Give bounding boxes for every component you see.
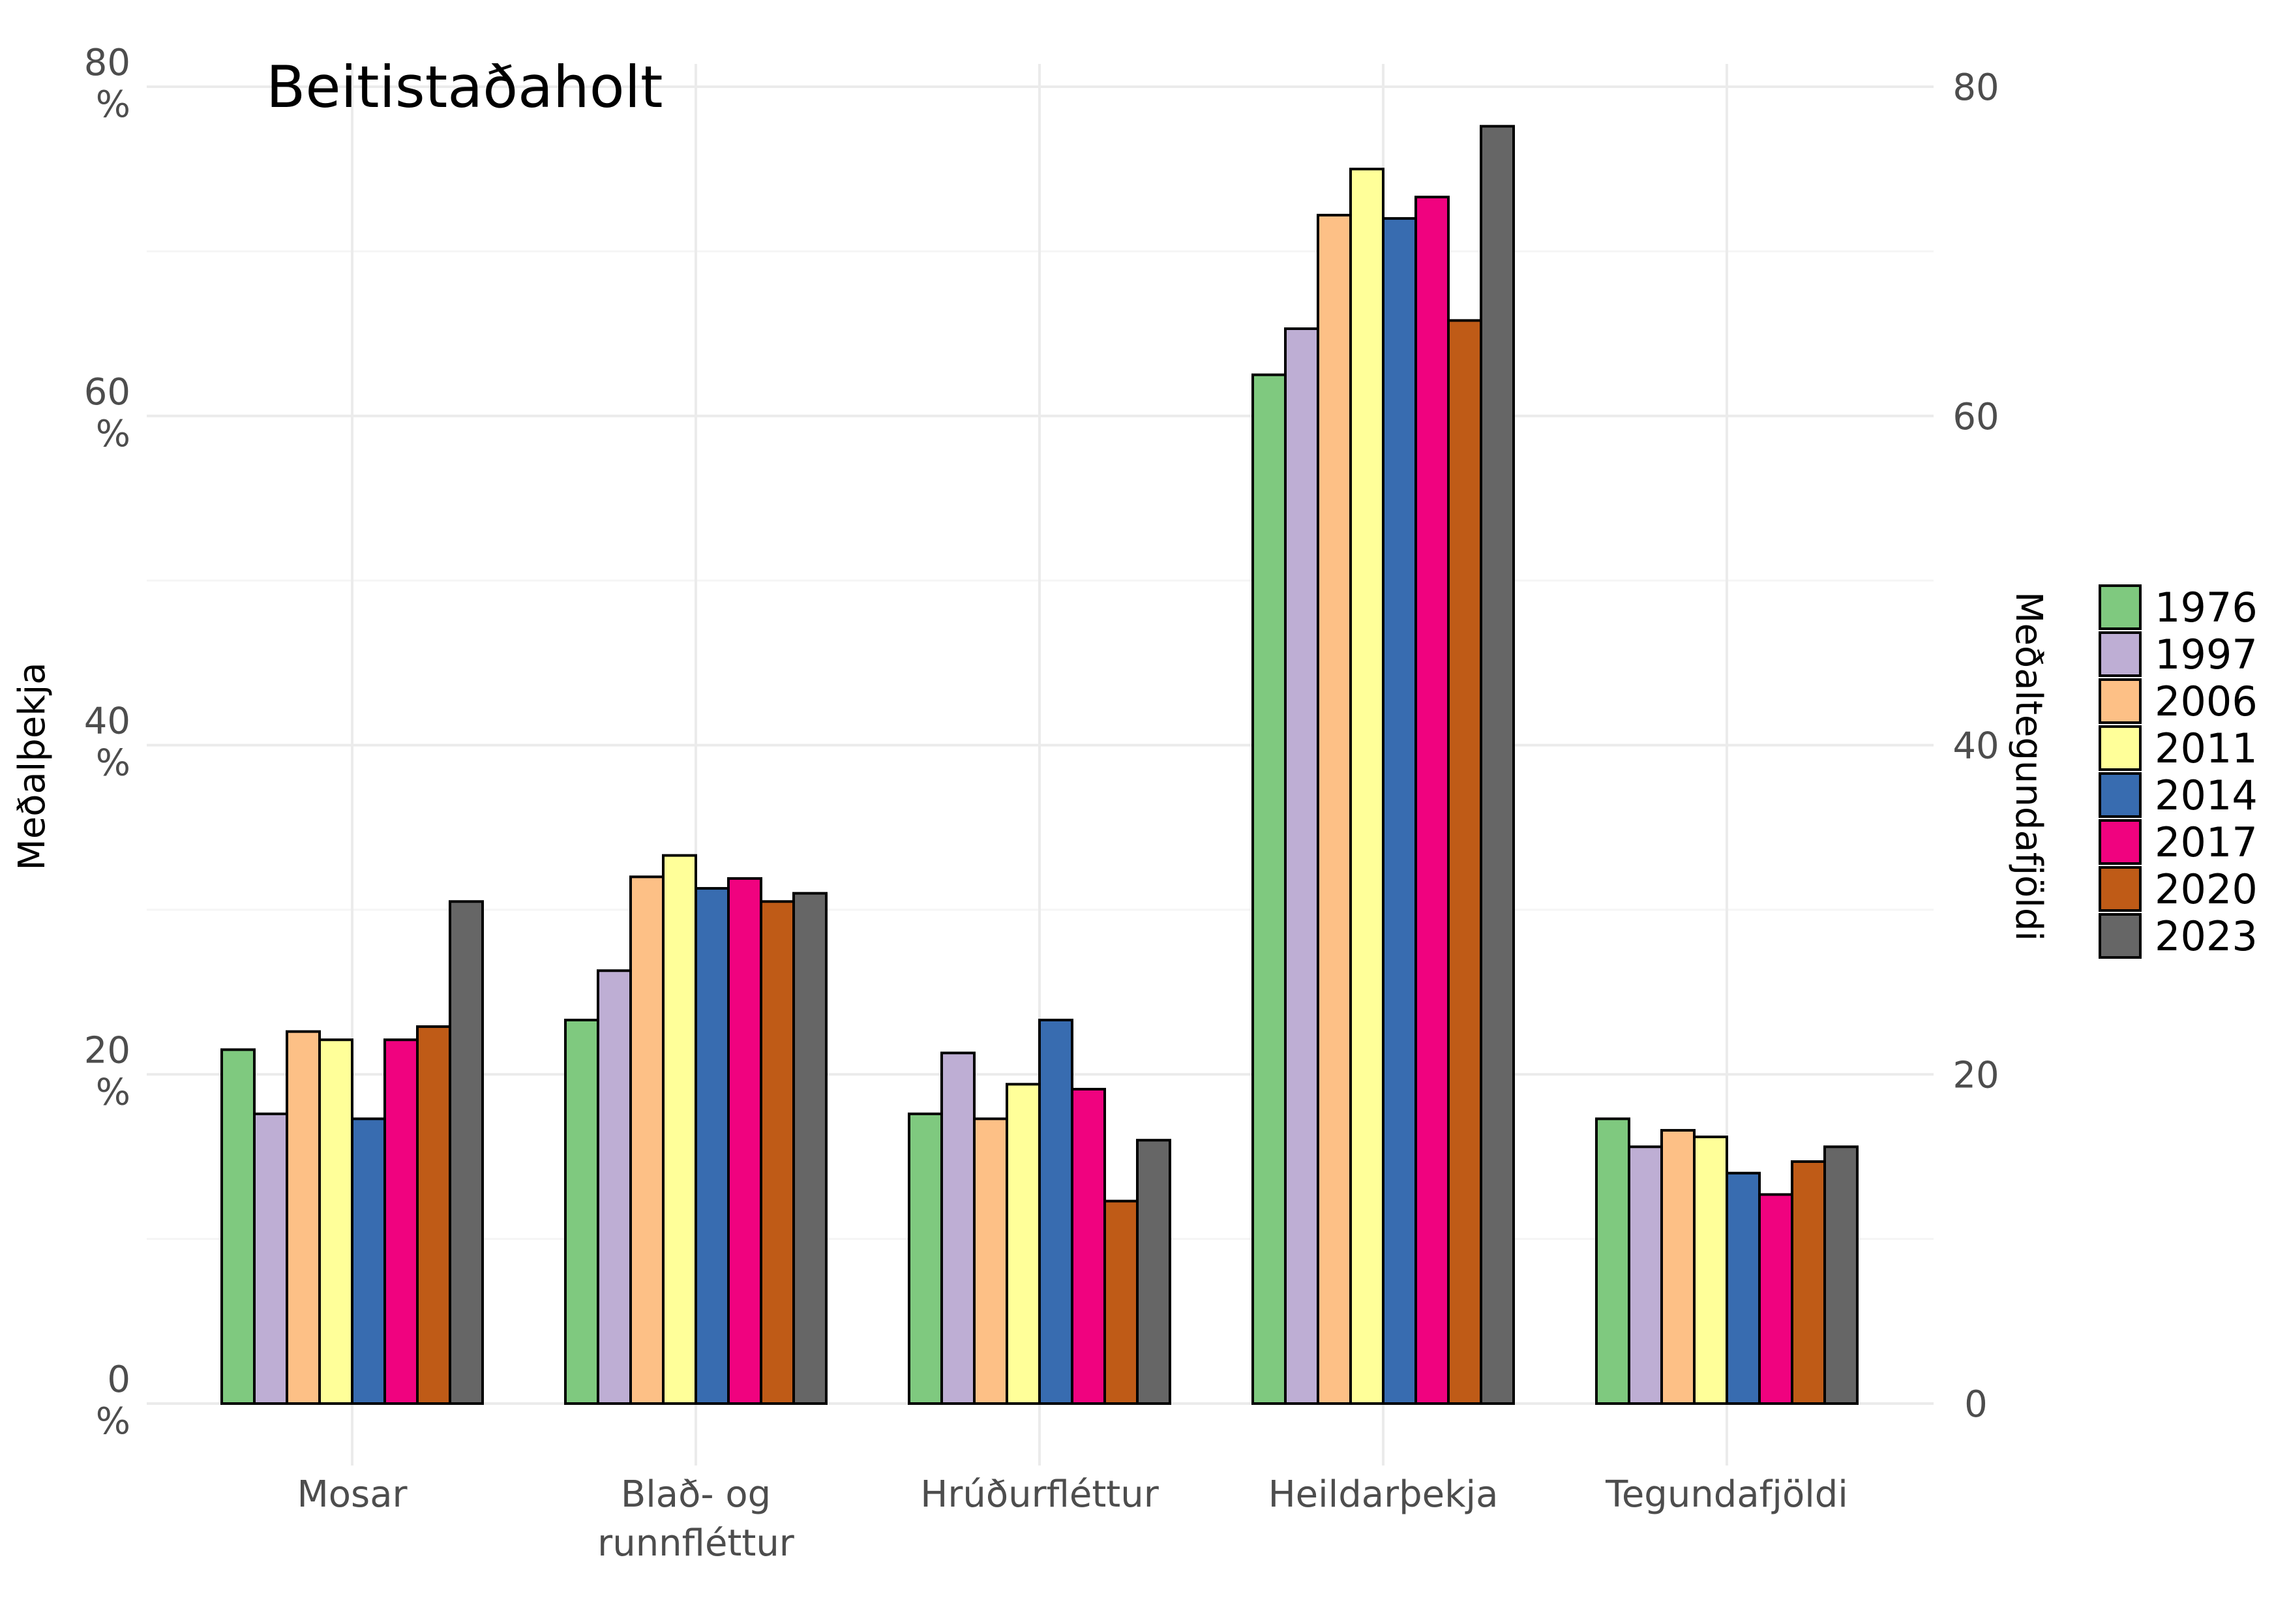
- y-axis-right-title: Meðaltegundafjöldi: [2007, 592, 2050, 941]
- bar: [1317, 213, 1352, 1405]
- bar: [220, 1048, 256, 1406]
- bar: [695, 887, 730, 1406]
- x-tick-label: Heildarþekja: [1268, 1473, 1499, 1516]
- bar: [1660, 1129, 1696, 1405]
- y-right-tick-label: 60: [1952, 396, 1999, 438]
- legend-key: [2099, 913, 2142, 959]
- bar: [1726, 1171, 1761, 1406]
- y-left-tick-label: 80%: [84, 42, 130, 126]
- x-tick-label: Tegundafjöldi: [1605, 1473, 1848, 1516]
- bar: [1382, 217, 1417, 1405]
- bar: [1628, 1145, 1663, 1406]
- bar: [1414, 196, 1450, 1405]
- legend-key: [2099, 866, 2142, 912]
- y-axis-left-title: Meðalþekja: [11, 662, 53, 870]
- legend-label: 2014: [2155, 772, 2258, 819]
- legend-label: 2017: [2155, 819, 2258, 866]
- bar: [564, 1018, 599, 1406]
- bar: [318, 1038, 353, 1405]
- bar: [1103, 1199, 1139, 1405]
- y-left-tick-label: 0%: [96, 1359, 130, 1443]
- legend-key: [2099, 772, 2142, 818]
- bar: [383, 1038, 419, 1405]
- bar: [1823, 1145, 1859, 1406]
- bar: [1071, 1087, 1106, 1405]
- bar: [449, 900, 484, 1405]
- bar: [727, 877, 762, 1405]
- axes: 0 % 20 % 40 % 60 % 80 % 0 20 40 60 80 Mosar Blað- og runn…: [84, 42, 1999, 1565]
- legend-key: [2099, 819, 2142, 865]
- bars: [220, 125, 1859, 1406]
- bar: [416, 1025, 451, 1405]
- legend-key: [2099, 725, 2142, 771]
- legend-label: 2020: [2155, 865, 2258, 913]
- bar: [1693, 1135, 1728, 1405]
- legend-label: 2006: [2155, 678, 2258, 725]
- y-right-tick-label: 0: [1964, 1383, 1988, 1426]
- bar: [1595, 1117, 1630, 1405]
- bar: [792, 892, 828, 1405]
- bar: [940, 1051, 976, 1406]
- legend-label: 2023: [2155, 912, 2258, 960]
- bar: [1349, 168, 1384, 1405]
- legend-label: 1976: [2155, 584, 2258, 631]
- y-left-tick-label: 40%: [84, 700, 130, 785]
- bar: [597, 969, 632, 1406]
- bar: [1136, 1139, 1171, 1405]
- bar: [253, 1112, 288, 1405]
- chart-title: Beitistaðaholt: [266, 53, 663, 121]
- bar: [760, 900, 795, 1405]
- bar: [1758, 1193, 1793, 1405]
- bar: [1251, 373, 1287, 1405]
- y-left-tick-label: 60%: [84, 371, 130, 455]
- legend-key: [2099, 631, 2142, 677]
- x-tick-label: Blað- og runnfléttur: [597, 1473, 795, 1565]
- legend-key: [2099, 678, 2142, 724]
- bar: [662, 854, 697, 1406]
- x-tick-label: Mosar: [297, 1473, 408, 1516]
- bar: [1006, 1083, 1041, 1405]
- bar: [908, 1112, 943, 1405]
- y-right-tick-label: 20: [1952, 1054, 1999, 1096]
- bar: [1791, 1160, 1826, 1406]
- bar: [1447, 319, 1482, 1405]
- bar: [973, 1117, 1008, 1405]
- bar: [629, 875, 665, 1405]
- bar: [286, 1030, 321, 1405]
- legend-key: [2099, 584, 2142, 630]
- bar: [1038, 1018, 1073, 1406]
- bar: [1284, 327, 1319, 1406]
- bar: [351, 1117, 386, 1405]
- y-left-tick-label: 20%: [84, 1029, 130, 1113]
- bar: [1480, 125, 1515, 1406]
- y-right-tick-label: 40: [1952, 725, 1999, 768]
- x-tick-label: Hrúðurfléttur: [920, 1473, 1159, 1516]
- legend-label: 2011: [2155, 725, 2258, 772]
- legend-label: 1997: [2155, 631, 2258, 678]
- y-right-tick-label: 80: [1952, 67, 1999, 109]
